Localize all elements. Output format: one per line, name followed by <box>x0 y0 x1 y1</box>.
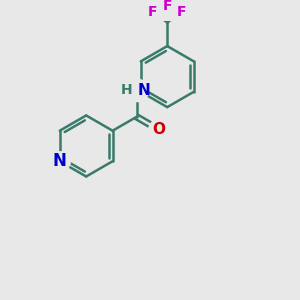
Text: H: H <box>121 83 133 98</box>
Text: F: F <box>177 5 186 19</box>
Text: N: N <box>138 83 151 98</box>
Text: F: F <box>163 0 172 13</box>
Text: N: N <box>53 152 67 170</box>
Text: F: F <box>148 5 158 19</box>
Text: O: O <box>152 122 165 137</box>
